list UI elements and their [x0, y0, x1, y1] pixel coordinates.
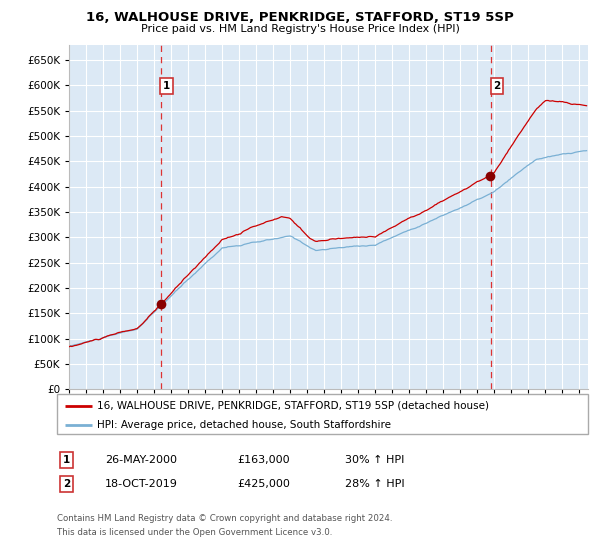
- Text: 1: 1: [163, 81, 170, 91]
- Text: Price paid vs. HM Land Registry's House Price Index (HPI): Price paid vs. HM Land Registry's House …: [140, 24, 460, 34]
- Text: 2: 2: [493, 81, 500, 91]
- Text: 16, WALHOUSE DRIVE, PENKRIDGE, STAFFORD, ST19 5SP: 16, WALHOUSE DRIVE, PENKRIDGE, STAFFORD,…: [86, 11, 514, 24]
- Text: 16, WALHOUSE DRIVE, PENKRIDGE, STAFFORD, ST19 5SP (detached house): 16, WALHOUSE DRIVE, PENKRIDGE, STAFFORD,…: [97, 401, 489, 411]
- Text: 26-MAY-2000: 26-MAY-2000: [105, 455, 177, 465]
- Text: 28% ↑ HPI: 28% ↑ HPI: [345, 479, 404, 489]
- Text: 30% ↑ HPI: 30% ↑ HPI: [345, 455, 404, 465]
- Text: £163,000: £163,000: [237, 455, 290, 465]
- Text: This data is licensed under the Open Government Licence v3.0.: This data is licensed under the Open Gov…: [57, 528, 332, 537]
- Text: Contains HM Land Registry data © Crown copyright and database right 2024.: Contains HM Land Registry data © Crown c…: [57, 514, 392, 522]
- Text: 18-OCT-2019: 18-OCT-2019: [105, 479, 178, 489]
- Text: HPI: Average price, detached house, South Staffordshire: HPI: Average price, detached house, Sout…: [97, 420, 391, 430]
- Text: £425,000: £425,000: [237, 479, 290, 489]
- Text: 1: 1: [63, 455, 70, 465]
- Text: 2: 2: [63, 479, 70, 489]
